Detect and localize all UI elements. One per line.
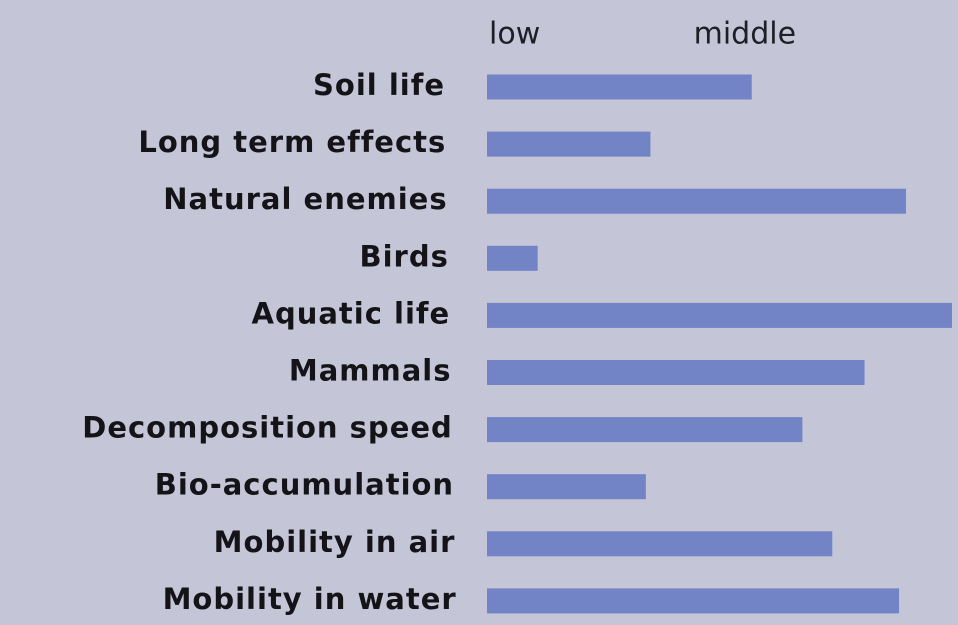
y-tick-label: Decomposition speed bbox=[82, 411, 453, 445]
y-tick-label: Natural enemies bbox=[163, 182, 447, 216]
bar bbox=[487, 531, 833, 557]
y-tick-label: Mobility in air bbox=[214, 525, 456, 559]
bar bbox=[487, 74, 752, 100]
y-tick-label: Mobility in water bbox=[163, 582, 457, 616]
bar bbox=[487, 474, 646, 500]
y-tick-label: Bio-accumulation bbox=[155, 468, 454, 502]
bar bbox=[487, 131, 651, 157]
bar bbox=[487, 245, 538, 271]
y-tick-label: Soil life bbox=[313, 68, 445, 102]
bar bbox=[487, 302, 952, 328]
bar bbox=[487, 360, 865, 385]
bar bbox=[487, 417, 803, 443]
x-tick-label: low bbox=[489, 17, 540, 52]
x-tick-label: middle bbox=[694, 17, 796, 52]
y-tick-label: Birds bbox=[360, 239, 449, 273]
y-tick-label: Aquatic life bbox=[252, 296, 451, 330]
y-tick-label: Long term effects bbox=[138, 125, 446, 159]
bar bbox=[487, 588, 900, 614]
bar bbox=[487, 188, 906, 214]
y-tick-label: Mammals bbox=[289, 354, 452, 388]
